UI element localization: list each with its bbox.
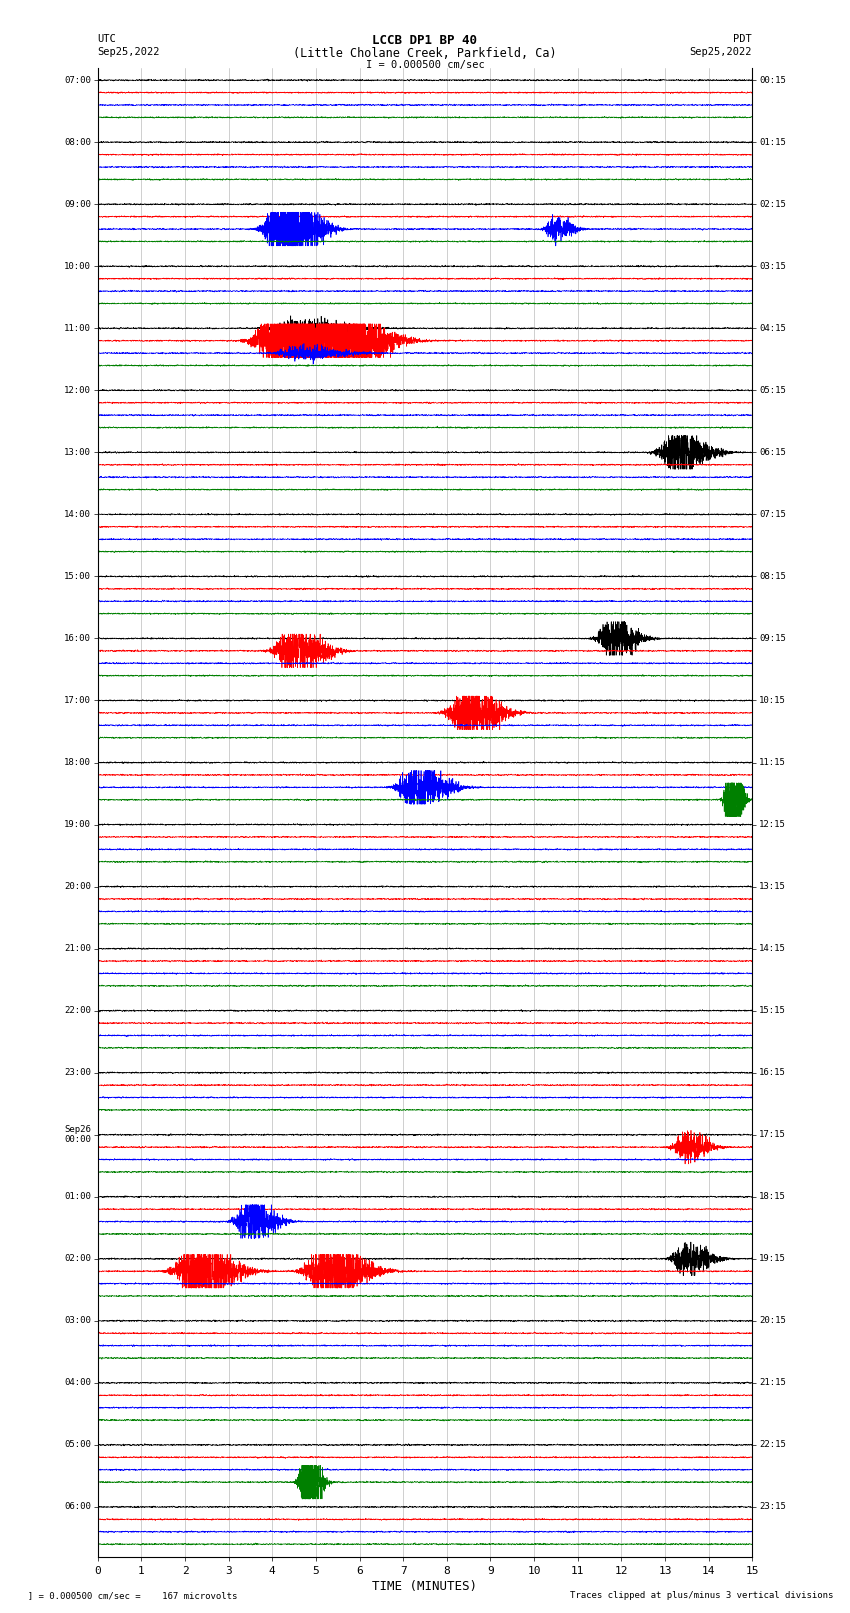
Text: Traces clipped at plus/minus 3 vertical divisions: Traces clipped at plus/minus 3 vertical …	[570, 1590, 833, 1600]
Text: I = 0.000500 cm/sec: I = 0.000500 cm/sec	[366, 60, 484, 69]
Text: Sep25,2022: Sep25,2022	[689, 47, 752, 56]
Text: ] = 0.000500 cm/sec =    167 microvolts: ] = 0.000500 cm/sec = 167 microvolts	[17, 1590, 237, 1600]
Text: Sep25,2022: Sep25,2022	[98, 47, 161, 56]
Text: UTC: UTC	[98, 34, 116, 44]
Text: PDT: PDT	[734, 34, 752, 44]
Text: (Little Cholane Creek, Parkfield, Ca): (Little Cholane Creek, Parkfield, Ca)	[293, 47, 557, 60]
X-axis label: TIME (MINUTES): TIME (MINUTES)	[372, 1579, 478, 1592]
Text: LCCB DP1 BP 40: LCCB DP1 BP 40	[372, 34, 478, 47]
